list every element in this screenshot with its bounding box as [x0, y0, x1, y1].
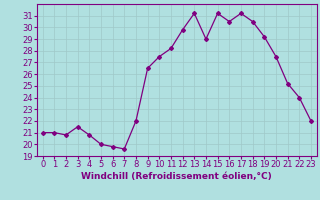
- X-axis label: Windchill (Refroidissement éolien,°C): Windchill (Refroidissement éolien,°C): [81, 172, 272, 181]
